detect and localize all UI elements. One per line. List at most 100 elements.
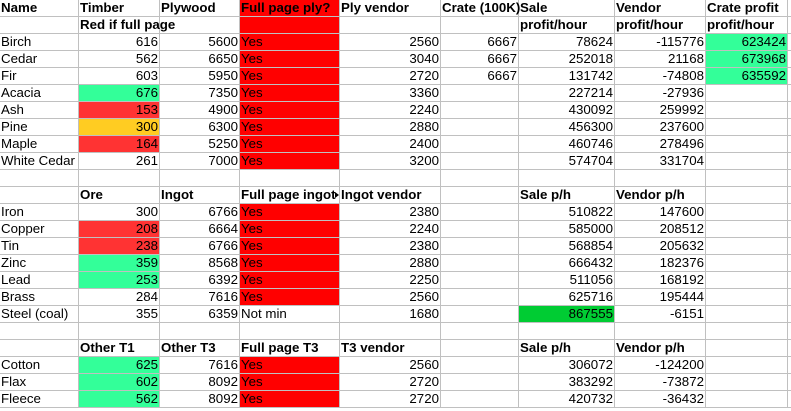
- data-cell[interactable]: 383292: [519, 374, 615, 391]
- data-cell[interactable]: 78624: [519, 34, 615, 51]
- data-cell[interactable]: Yes: [240, 51, 340, 68]
- data-cell[interactable]: 616: [79, 34, 160, 51]
- data-cell[interactable]: [706, 102, 788, 119]
- data-cell[interactable]: [441, 170, 519, 187]
- data-cell[interactable]: Yes: [240, 102, 340, 119]
- data-cell[interactable]: 2250: [340, 272, 441, 289]
- data-cell[interactable]: 456300: [519, 119, 615, 136]
- data-cell[interactable]: 2380: [340, 238, 441, 255]
- row-label-cell[interactable]: Fleece: [0, 391, 79, 408]
- data-cell[interactable]: 625716: [519, 289, 615, 306]
- header-cell[interactable]: Ply vendor: [340, 0, 441, 17]
- data-cell[interactable]: 2560: [340, 34, 441, 51]
- data-cell[interactable]: [240, 323, 340, 340]
- header-cell[interactable]: [441, 340, 519, 357]
- row-label-cell[interactable]: Tin: [0, 238, 79, 255]
- data-cell[interactable]: 7616: [160, 289, 240, 306]
- data-cell[interactable]: [160, 170, 240, 187]
- data-cell[interactable]: Yes: [240, 238, 340, 255]
- data-cell[interactable]: 2880: [340, 119, 441, 136]
- data-cell[interactable]: Not min: [240, 306, 340, 323]
- header-cell[interactable]: Full page ingot: [240, 187, 340, 204]
- data-cell[interactable]: [441, 374, 519, 391]
- data-cell[interactable]: 2880: [340, 255, 441, 272]
- row-label-cell[interactable]: Ash: [0, 102, 79, 119]
- data-cell[interactable]: 261: [79, 153, 160, 170]
- data-cell[interactable]: 6667: [441, 34, 519, 51]
- data-cell[interactable]: [706, 238, 788, 255]
- data-cell[interactable]: Yes: [240, 85, 340, 102]
- header-cell[interactable]: [706, 187, 788, 204]
- data-cell[interactable]: 253: [79, 272, 160, 289]
- header-cell[interactable]: Crate profit: [706, 0, 788, 17]
- header-cell[interactable]: profit/hour: [615, 17, 706, 34]
- header-cell[interactable]: Other T1: [79, 340, 160, 357]
- row-label-cell[interactable]: [0, 323, 79, 340]
- data-cell[interactable]: [441, 238, 519, 255]
- data-cell[interactable]: 2400: [340, 136, 441, 153]
- row-label-cell[interactable]: Copper: [0, 221, 79, 238]
- data-cell[interactable]: [706, 289, 788, 306]
- data-cell[interactable]: 8092: [160, 391, 240, 408]
- data-cell[interactable]: 574704: [519, 153, 615, 170]
- header-cell[interactable]: Vendor: [615, 0, 706, 17]
- data-cell[interactable]: -124200: [615, 357, 706, 374]
- data-cell[interactable]: [441, 204, 519, 221]
- data-cell[interactable]: 2240: [340, 221, 441, 238]
- data-cell[interactable]: 430092: [519, 102, 615, 119]
- data-cell[interactable]: 21168: [615, 51, 706, 68]
- row-label-cell[interactable]: Lead: [0, 272, 79, 289]
- data-cell[interactable]: 1680: [340, 306, 441, 323]
- data-cell[interactable]: 2380: [340, 204, 441, 221]
- data-cell[interactable]: 252018: [519, 51, 615, 68]
- data-cell[interactable]: [706, 272, 788, 289]
- header-cell[interactable]: Ore: [79, 187, 160, 204]
- data-cell[interactable]: 284: [79, 289, 160, 306]
- data-cell[interactable]: [441, 255, 519, 272]
- data-cell[interactable]: 259992: [615, 102, 706, 119]
- header-cell[interactable]: [706, 340, 788, 357]
- data-cell[interactable]: 2240: [340, 102, 441, 119]
- data-cell[interactable]: 278496: [615, 136, 706, 153]
- data-cell[interactable]: 6650: [160, 51, 240, 68]
- data-cell[interactable]: 6300: [160, 119, 240, 136]
- data-cell[interactable]: 5600: [160, 34, 240, 51]
- data-cell[interactable]: [706, 153, 788, 170]
- data-cell[interactable]: [441, 119, 519, 136]
- data-cell[interactable]: [706, 85, 788, 102]
- header-cell[interactable]: [340, 17, 441, 34]
- header-cell[interactable]: Sale p/h: [519, 340, 615, 357]
- data-cell[interactable]: -36432: [615, 391, 706, 408]
- data-cell[interactable]: [519, 170, 615, 187]
- data-cell[interactable]: 147600: [615, 204, 706, 221]
- data-cell[interactable]: [441, 323, 519, 340]
- data-cell[interactable]: -73872: [615, 374, 706, 391]
- data-cell[interactable]: 666432: [519, 255, 615, 272]
- data-cell[interactable]: [441, 306, 519, 323]
- data-cell[interactable]: 8092: [160, 374, 240, 391]
- row-label-cell[interactable]: Birch: [0, 34, 79, 51]
- row-label-cell[interactable]: Cotton: [0, 357, 79, 374]
- data-cell[interactable]: [706, 119, 788, 136]
- data-cell[interactable]: 625: [79, 357, 160, 374]
- data-cell[interactable]: 2560: [340, 289, 441, 306]
- data-cell[interactable]: [79, 323, 160, 340]
- data-cell[interactable]: 208512: [615, 221, 706, 238]
- row-label-cell[interactable]: Zinc: [0, 255, 79, 272]
- row-label-cell[interactable]: White Cedar: [0, 153, 79, 170]
- data-cell[interactable]: 237600: [615, 119, 706, 136]
- data-cell[interactable]: [160, 323, 240, 340]
- data-cell[interactable]: 562: [79, 51, 160, 68]
- data-cell[interactable]: 460746: [519, 136, 615, 153]
- row-label-cell[interactable]: Flax: [0, 374, 79, 391]
- data-cell[interactable]: [706, 374, 788, 391]
- data-cell[interactable]: [240, 170, 340, 187]
- data-cell[interactable]: 3040: [340, 51, 441, 68]
- data-cell[interactable]: Yes: [240, 391, 340, 408]
- data-cell[interactable]: 205632: [615, 238, 706, 255]
- header-cell[interactable]: profit/hour: [519, 17, 615, 34]
- data-cell[interactable]: 2720: [340, 391, 441, 408]
- data-cell[interactable]: 5950: [160, 68, 240, 85]
- data-cell[interactable]: 359: [79, 255, 160, 272]
- data-cell[interactable]: 2720: [340, 68, 441, 85]
